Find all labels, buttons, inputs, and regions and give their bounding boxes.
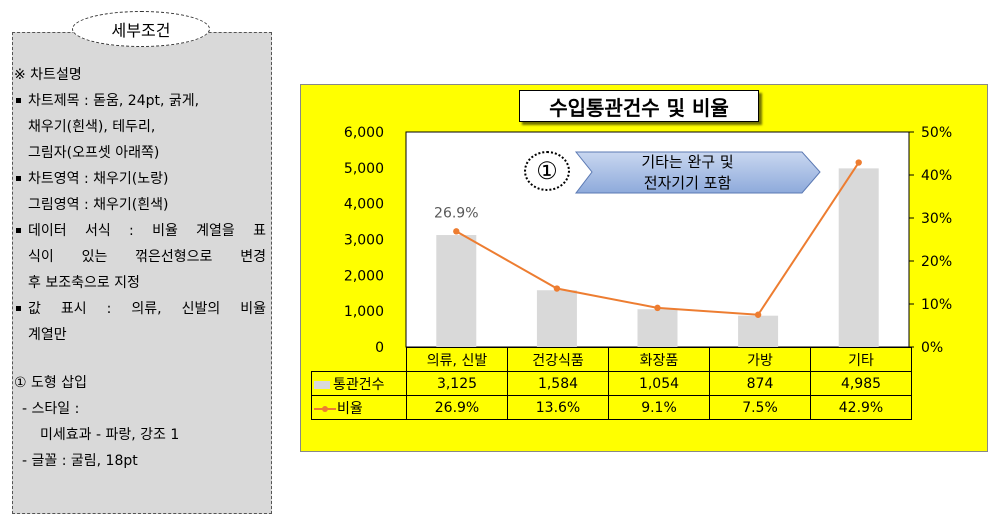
table-cell: 9.1% bbox=[608, 395, 710, 420]
ratio-point bbox=[553, 285, 561, 292]
ratio-point bbox=[855, 159, 862, 166]
panel-line: 채우기(흰색), 테두리, bbox=[28, 119, 156, 135]
ratio-point bbox=[654, 304, 661, 312]
y-tick-label: 2,000 bbox=[344, 268, 384, 284]
panel-line: 값 표시 : 의류, 신발의 비율 bbox=[14, 296, 266, 322]
panel-line: 데이터 서식 : 비율 계열을 표 bbox=[14, 218, 266, 244]
y-tick-label: 5,000 bbox=[344, 161, 384, 177]
table-cell: 1,584 bbox=[507, 371, 609, 396]
panel-line: ※ 차트설명 bbox=[14, 67, 82, 83]
bar bbox=[738, 315, 779, 347]
panel-line: 후 보조축으로 지정 bbox=[28, 275, 140, 291]
table-cell: 7.5% bbox=[709, 395, 811, 420]
table-corner bbox=[311, 347, 407, 372]
conditions-panel bbox=[12, 32, 272, 514]
series-name: 비율 bbox=[337, 400, 363, 417]
table-cell: 13.6% bbox=[507, 395, 609, 420]
table-cell: 874 bbox=[709, 371, 811, 396]
panel-line: - 글꼴 : 굴림, 18pt bbox=[22, 453, 138, 469]
chart-data-table: 의류, 신발 건강식품 화장품 가방 기타 통관건수 3,125 1,584 1… bbox=[311, 347, 912, 420]
table-cell: 3,125 bbox=[406, 371, 508, 396]
panel-line: 차트영역 : 채우기(노랑) bbox=[14, 166, 266, 192]
y-tick-label: 4,000 bbox=[344, 197, 384, 213]
table-cell: 42.9% bbox=[810, 395, 912, 420]
y2-tick-label: 30% bbox=[921, 211, 952, 227]
bar-legend-swatch bbox=[314, 380, 330, 389]
y2-tick-label: 40% bbox=[921, 168, 952, 184]
series-header-bar: 통관건수 bbox=[311, 371, 407, 396]
panel-body: ※ 차트설명 차트제목 : 돋움, 24pt, 굵게, 채우기(흰색), 테두리… bbox=[14, 62, 266, 474]
panel-line: 차트제목 : 돋움, 24pt, 굵게, bbox=[14, 88, 266, 114]
y-tick-label: 6,000 bbox=[344, 125, 384, 141]
y-tick-label: 1,000 bbox=[344, 304, 384, 320]
category-label: 가방 bbox=[709, 347, 811, 372]
line-legend-swatch bbox=[314, 404, 336, 414]
panel-line: 그림영역 : 채우기(흰색) bbox=[28, 197, 169, 213]
panel-title: 세부조건 bbox=[72, 11, 210, 47]
y2-tick-label: 50% bbox=[921, 125, 952, 141]
data-label: 26.9% bbox=[434, 205, 478, 221]
table-cell: 4,985 bbox=[810, 371, 912, 396]
ratio-point bbox=[453, 228, 460, 235]
y2-tick-label: 20% bbox=[921, 254, 952, 270]
ratio-point bbox=[754, 311, 762, 318]
chevron-arrow-shape bbox=[574, 151, 821, 194]
series-header-line: 비율 bbox=[311, 395, 407, 420]
arrow-text-line: 기타는 완구 및 bbox=[641, 153, 734, 171]
table-cell: 1,054 bbox=[608, 371, 710, 396]
panel-line: 그림자(오프셋 아래쪽) bbox=[28, 145, 160, 161]
y2-tick-label: 0% bbox=[921, 340, 943, 356]
panel-line: 미세효과 - 파랑, 강조 1 bbox=[40, 427, 180, 443]
category-label: 기타 bbox=[810, 347, 912, 372]
bar bbox=[637, 309, 678, 347]
bar bbox=[536, 290, 577, 347]
panel-line: 계열만 bbox=[28, 327, 67, 343]
y-tick-label: 3,000 bbox=[344, 233, 384, 249]
arrow-text-line: 전자기기 포함 bbox=[643, 174, 732, 192]
y2-tick-label: 10% bbox=[921, 297, 952, 313]
arrow-shape-text: 기타는 완구 및 전자기기 포함 bbox=[590, 150, 785, 196]
chart-title: 수입통관건수 및 비율 bbox=[519, 90, 759, 122]
panel-line: 식이 있는 꺾은선형으로 변경 bbox=[28, 249, 266, 265]
circled-number-shape: ① bbox=[524, 151, 570, 191]
category-label: 화장품 bbox=[608, 347, 710, 372]
panel-line: ① 도형 삽입 bbox=[14, 375, 87, 391]
table-cell: 26.9% bbox=[406, 395, 508, 420]
panel-line: - 스타일 : bbox=[22, 401, 80, 417]
category-label: 건강식품 bbox=[507, 347, 609, 372]
series-name: 통관건수 bbox=[333, 376, 385, 393]
category-label: 의류, 신발 bbox=[406, 347, 508, 372]
bar bbox=[838, 168, 879, 347]
bar bbox=[436, 235, 477, 347]
